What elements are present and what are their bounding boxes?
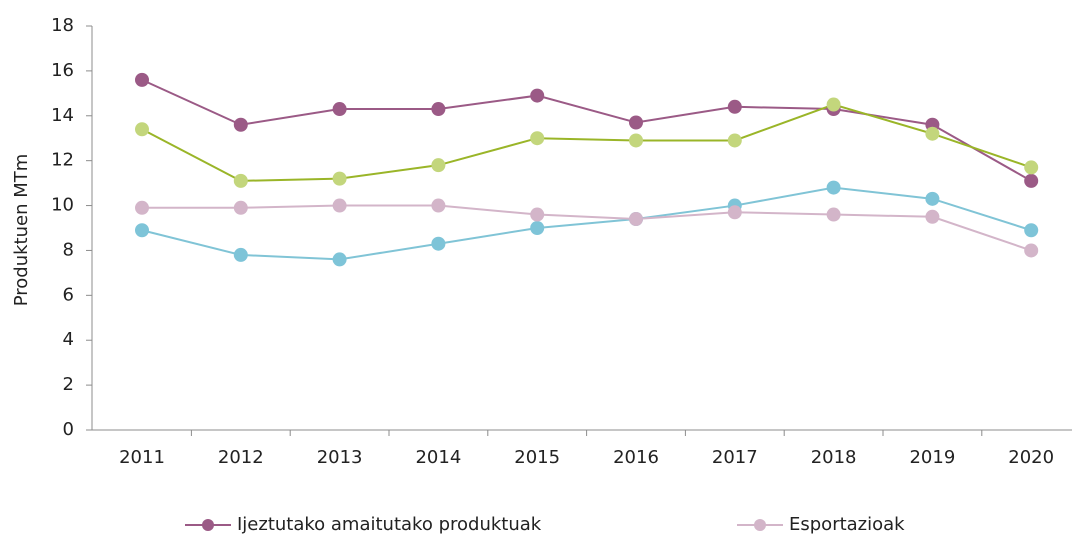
data-point bbox=[925, 209, 940, 224]
data-point bbox=[629, 212, 643, 227]
data-point bbox=[925, 126, 940, 141]
data-point bbox=[1024, 173, 1039, 188]
data-point bbox=[135, 200, 149, 215]
data-point bbox=[826, 180, 841, 195]
data-point bbox=[727, 99, 742, 114]
y-tick-label: 4 bbox=[63, 329, 74, 350]
data-point bbox=[629, 133, 643, 148]
x-tick-label: 2018 bbox=[811, 447, 857, 468]
data-point bbox=[233, 117, 248, 132]
x-tick-label: 2012 bbox=[218, 447, 264, 468]
y-tick-label: 14 bbox=[51, 105, 74, 126]
data-point bbox=[530, 88, 545, 103]
data-point bbox=[1024, 243, 1039, 258]
data-point bbox=[826, 207, 841, 222]
data-point bbox=[727, 205, 742, 220]
data-point bbox=[431, 236, 446, 251]
data-point bbox=[332, 102, 347, 117]
data-point bbox=[332, 198, 347, 213]
x-tick-label: 2020 bbox=[1008, 447, 1054, 468]
y-tick-label: 0 bbox=[63, 419, 74, 440]
data-point bbox=[233, 200, 248, 215]
series-line bbox=[141, 103, 1032, 182]
legend-marker bbox=[202, 519, 214, 531]
legend-label: Ijeztutako amaitutako produktuak bbox=[237, 514, 542, 535]
data-point bbox=[332, 171, 347, 186]
x-tick-label: 2016 bbox=[613, 447, 659, 468]
data-point bbox=[233, 173, 248, 188]
data-point bbox=[332, 252, 347, 267]
data-point bbox=[629, 115, 643, 130]
data-point bbox=[1024, 223, 1039, 238]
y-tick-label: 18 bbox=[51, 15, 74, 36]
y-tick-label: 2 bbox=[63, 374, 74, 395]
data-point bbox=[135, 122, 149, 137]
data-point bbox=[431, 158, 446, 173]
data-point bbox=[431, 102, 446, 117]
data-point bbox=[530, 207, 545, 222]
data-point bbox=[530, 221, 545, 235]
data-point bbox=[727, 133, 742, 148]
x-tick-label: 2011 bbox=[119, 447, 165, 468]
x-tick-label: 2019 bbox=[909, 447, 955, 468]
x-tick-label: 2017 bbox=[712, 447, 758, 468]
legend-marker bbox=[754, 519, 766, 531]
data-point bbox=[925, 191, 940, 206]
series-line bbox=[142, 204, 1032, 252]
series-line bbox=[141, 78, 1032, 182]
y-tick-label: 16 bbox=[51, 60, 74, 81]
data-point bbox=[826, 97, 841, 112]
data-point bbox=[530, 131, 545, 146]
y-tick-label: 12 bbox=[51, 150, 74, 171]
series-line bbox=[141, 186, 1032, 261]
x-tick-label: 2013 bbox=[317, 447, 363, 468]
legend-label: Esportazioak bbox=[789, 514, 905, 535]
data-point bbox=[233, 247, 248, 262]
y-tick-label: 6 bbox=[63, 284, 74, 305]
x-tick-label: 2014 bbox=[415, 447, 461, 468]
data-point bbox=[1024, 160, 1039, 175]
y-tick-label: 8 bbox=[63, 239, 74, 260]
x-tick-label: 2015 bbox=[514, 447, 560, 468]
data-point bbox=[135, 223, 149, 238]
y-axis-label: Produktuen MTm bbox=[11, 154, 32, 307]
data-point bbox=[135, 72, 149, 87]
y-tick-label: 10 bbox=[51, 195, 74, 216]
data-point bbox=[431, 198, 446, 213]
